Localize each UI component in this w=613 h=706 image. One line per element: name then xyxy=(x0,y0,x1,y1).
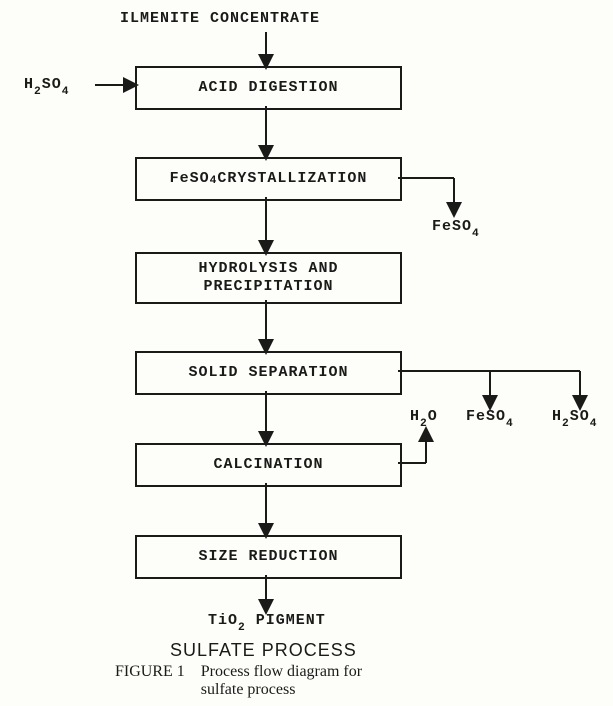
caption-figure-num: FIGURE 1 xyxy=(115,663,185,680)
caption-title: SULFATE PROCESS xyxy=(170,640,357,661)
process-box-b6: SIZE REDUCTION xyxy=(135,535,402,579)
input-h2so4-label: H2SO4 xyxy=(24,76,70,96)
output-feso4-2-label: FeSO4 xyxy=(466,408,514,428)
process-box-b5: CALCINATION xyxy=(135,443,402,487)
caption-figure: FIGURE 1 Process flow diagram for sulfat… xyxy=(115,663,362,699)
output-h2o-label: H2O xyxy=(410,408,438,428)
output-feso4-1-label: FeSO4 xyxy=(432,218,480,238)
input-top-label: ILMENITE CONCENTRATE xyxy=(120,10,320,27)
process-box-b3: HYDROLYSIS ANDPRECIPITATION xyxy=(135,252,402,304)
process-box-b1: ACID DIGESTION xyxy=(135,66,402,110)
process-box-b2: FeSO4 CRYSTALLIZATION xyxy=(135,157,402,201)
output-h2so4-label: H2SO4 xyxy=(552,408,598,428)
output-bottom-label: TiO2 PIGMENT xyxy=(208,612,326,632)
caption-text: Process flow diagram for sulfate process xyxy=(201,663,362,699)
process-box-b4: SOLID SEPARATION xyxy=(135,351,402,395)
